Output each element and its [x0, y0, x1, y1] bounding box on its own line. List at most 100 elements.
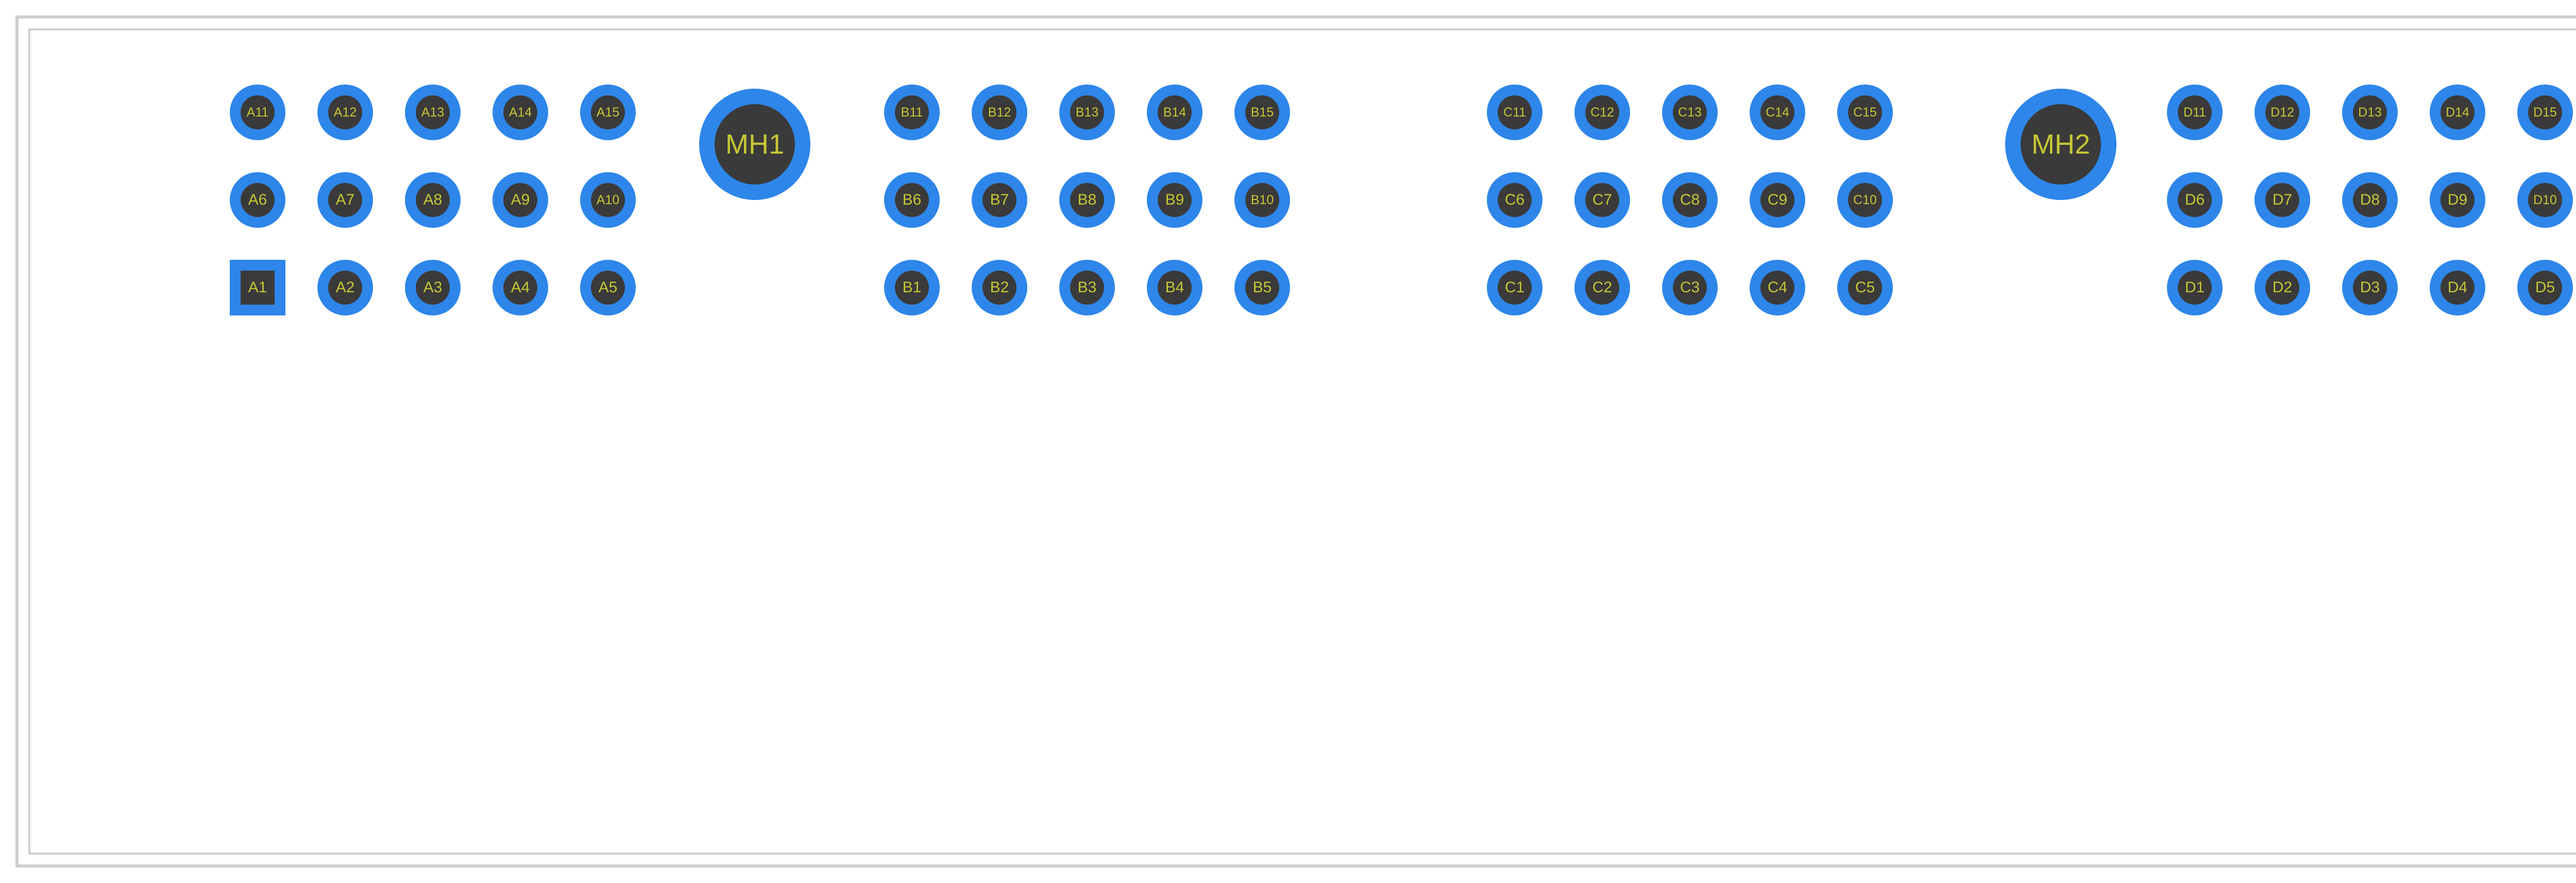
- pad-core-c5: C5: [1848, 271, 1882, 305]
- pad-d12: D12: [2255, 85, 2310, 140]
- pad-core-c3: C3: [1673, 271, 1707, 305]
- pad-core-c2: C2: [1585, 271, 1619, 305]
- pad-d15: D15: [2517, 85, 2573, 140]
- pad-core-d1: D1: [2178, 271, 2212, 305]
- pad-a9: A9: [493, 172, 548, 228]
- pad-core-b9: B9: [1158, 183, 1192, 217]
- pad-c5: C5: [1837, 260, 1893, 315]
- pad-c11: C11: [1487, 85, 1543, 140]
- pad-core-d9: D9: [2441, 183, 2475, 217]
- pad-a8: A8: [405, 172, 461, 228]
- pad-core-a7: A7: [328, 183, 362, 217]
- pad-b5: B5: [1234, 260, 1290, 315]
- pad-label: C11: [1503, 106, 1526, 119]
- pad-label: A15: [597, 106, 619, 119]
- pad-label: C8: [1680, 192, 1700, 208]
- pad-a13: A13: [405, 85, 461, 140]
- mount-hole-mh2: MH2: [2005, 89, 2116, 200]
- pad-core-a3: A3: [416, 271, 450, 305]
- pad-core-a5: A5: [591, 271, 625, 305]
- pad-core-a8: A8: [416, 183, 450, 217]
- pad-label: C9: [1768, 192, 1787, 208]
- pad-core-c12: C12: [1585, 95, 1619, 129]
- pad-label: D7: [2273, 192, 2292, 208]
- pad-label: D10: [2533, 194, 2557, 207]
- pad-label: D12: [2270, 106, 2294, 119]
- pad-core-a10: A10: [591, 183, 625, 217]
- pad-label: C12: [1590, 106, 1614, 119]
- pad-label: D9: [2448, 192, 2467, 208]
- pad-label: B2: [990, 280, 1009, 295]
- pad-core-d11: D11: [2178, 95, 2212, 129]
- pad-core-b4: B4: [1158, 271, 1192, 305]
- pad-d14: D14: [2430, 85, 2485, 140]
- pad-label: A13: [421, 106, 444, 119]
- pad-label: D3: [2360, 280, 2380, 295]
- mount-hole-label: MH1: [725, 130, 784, 158]
- pad-c15: C15: [1837, 85, 1893, 140]
- pad-c1: C1: [1487, 260, 1543, 315]
- pad-core-b13: B13: [1070, 95, 1104, 129]
- pad-label: A9: [511, 192, 530, 208]
- pad-d1: D1: [2167, 260, 2223, 315]
- pad-label: B12: [988, 106, 1011, 119]
- pad-core-d2: D2: [2265, 271, 2299, 305]
- pad-core-d6: D6: [2178, 183, 2212, 217]
- pad-core-b3: B3: [1070, 271, 1104, 305]
- pad-core-c1: C1: [1498, 271, 1532, 305]
- pad-core-a9: A9: [503, 183, 537, 217]
- pad-label: B13: [1076, 106, 1098, 119]
- pad-label: D15: [2533, 106, 2557, 119]
- pad-label: C10: [1853, 194, 1877, 207]
- pad-core-a4: A4: [503, 271, 537, 305]
- pad-core-d7: D7: [2265, 183, 2299, 217]
- pad-d9: D9: [2430, 172, 2485, 228]
- pad-core-d8: D8: [2353, 183, 2387, 217]
- pad-core-d15: D15: [2528, 95, 2562, 129]
- pad-label: A14: [509, 106, 532, 119]
- pad-label: A8: [423, 192, 443, 208]
- mount-hole-core-mh1: MH1: [715, 104, 795, 185]
- pad-core-b15: B15: [1245, 95, 1279, 129]
- pad-d13: D13: [2342, 85, 2398, 140]
- pad-label: C14: [1766, 106, 1789, 119]
- pad-b11: B11: [884, 85, 940, 140]
- pad-core-b7: B7: [982, 183, 1016, 217]
- footprint-stage: A11A12A13A14A15A6A7A8A9A10A1A2A3A4A5B11B…: [0, 0, 2576, 883]
- pad-label: A4: [511, 280, 530, 295]
- pad-c14: C14: [1750, 85, 1805, 140]
- pad-b9: B9: [1147, 172, 1202, 228]
- pad-label: A5: [599, 280, 618, 295]
- pad-core-d4: D4: [2441, 271, 2475, 305]
- pad-c13: C13: [1662, 85, 1718, 140]
- pad-label: A1: [248, 280, 267, 295]
- pad-d5: D5: [2517, 260, 2573, 315]
- pad-d4: D4: [2430, 260, 2485, 315]
- pad-c4: C4: [1750, 260, 1805, 315]
- pad-label: D14: [2446, 106, 2469, 119]
- pad-a2: A2: [317, 260, 373, 315]
- pad-label: A6: [248, 192, 267, 208]
- pad-c7: C7: [1574, 172, 1630, 228]
- pad-b8: B8: [1059, 172, 1115, 228]
- pad-label: D8: [2360, 192, 2380, 208]
- pad-core-a1: A1: [241, 271, 275, 305]
- pad-core-a13: A13: [416, 95, 450, 129]
- pad-b15: B15: [1234, 85, 1290, 140]
- pad-label: D1: [2185, 280, 2205, 295]
- pad-label: B3: [1078, 280, 1097, 295]
- pad-label: D5: [2535, 280, 2555, 295]
- pad-c9: C9: [1750, 172, 1805, 228]
- pad-label: A2: [336, 280, 355, 295]
- mount-hole-mh1: MH1: [699, 89, 810, 200]
- pad-label: B15: [1251, 106, 1274, 119]
- pad-label: D6: [2185, 192, 2205, 208]
- pad-label: C3: [1680, 280, 1700, 295]
- pad-core-d5: D5: [2528, 271, 2562, 305]
- pad-label: C7: [1592, 192, 1612, 208]
- pad-a14: A14: [493, 85, 548, 140]
- pad-core-b8: B8: [1070, 183, 1104, 217]
- pad-core-a6: A6: [241, 183, 275, 217]
- pad-a15: A15: [580, 85, 636, 140]
- pad-b4: B4: [1147, 260, 1202, 315]
